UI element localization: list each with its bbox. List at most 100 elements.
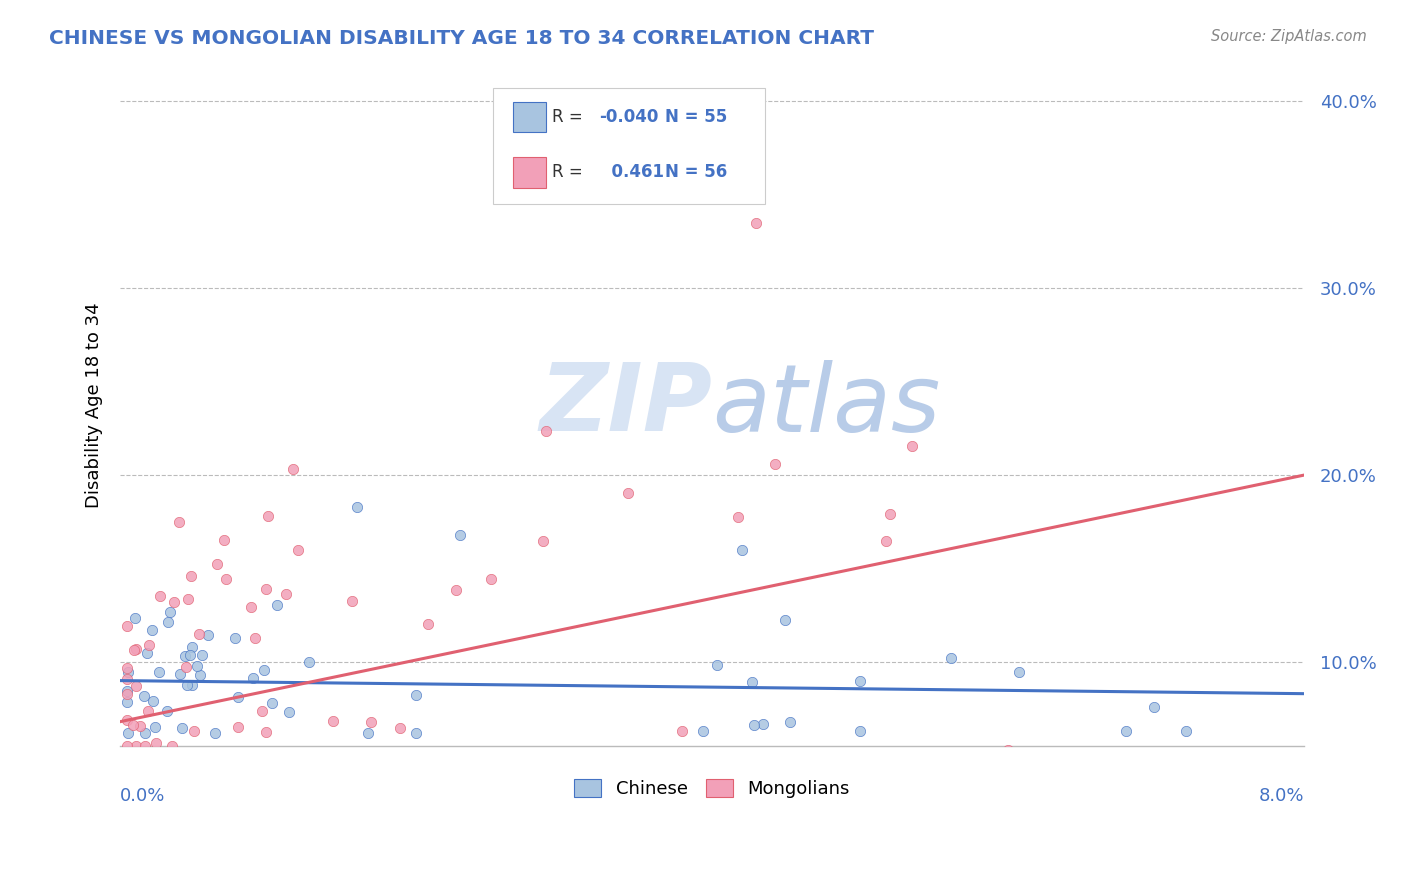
Legend: Chinese, Mongolians: Chinese, Mongolians <box>567 772 858 805</box>
Point <box>875 534 897 549</box>
Text: ZIP: ZIP <box>538 359 711 451</box>
Point <box>124 643 146 657</box>
Text: CHINESE VS MONGOLIAN DISABILITY AGE 18 TO 34 CORRELATION CHART: CHINESE VS MONGOLIAN DISABILITY AGE 18 T… <box>49 29 875 47</box>
Text: Source: ZipAtlas.com: Source: ZipAtlas.com <box>1211 29 1367 44</box>
Point <box>242 671 264 685</box>
Point <box>616 486 638 500</box>
Point <box>405 688 427 702</box>
Point <box>132 689 155 703</box>
Y-axis label: Disability Age 18 to 34: Disability Age 18 to 34 <box>86 302 103 508</box>
Point <box>169 666 191 681</box>
Point <box>181 640 204 655</box>
Point <box>1008 665 1031 679</box>
Point <box>117 665 139 679</box>
Point <box>117 726 139 740</box>
Point <box>277 705 299 719</box>
FancyBboxPatch shape <box>513 102 547 132</box>
Point <box>245 631 267 645</box>
Point <box>226 690 249 704</box>
Point <box>779 714 801 729</box>
Point <box>360 715 382 730</box>
Point <box>346 500 368 514</box>
Point <box>128 719 150 733</box>
Point <box>536 424 558 438</box>
Point <box>172 721 194 735</box>
Point <box>357 726 380 740</box>
Point <box>742 718 765 732</box>
Point <box>197 628 219 642</box>
Point <box>287 542 309 557</box>
Point <box>706 658 728 673</box>
Point <box>149 589 172 603</box>
Point <box>849 673 872 688</box>
Point <box>224 631 246 645</box>
Point <box>745 216 768 230</box>
Point <box>322 714 344 728</box>
Point <box>143 720 166 734</box>
Point <box>117 619 139 633</box>
Point <box>174 648 197 663</box>
Point <box>266 598 288 612</box>
Point <box>240 600 263 615</box>
FancyBboxPatch shape <box>513 158 547 188</box>
Text: -0.040: -0.040 <box>599 108 659 126</box>
Point <box>188 667 211 681</box>
Point <box>1174 724 1197 739</box>
Point <box>849 724 872 739</box>
Point <box>117 687 139 701</box>
Point <box>117 695 139 709</box>
Point <box>191 648 214 662</box>
Point <box>176 591 198 606</box>
Point <box>125 739 148 753</box>
Point <box>204 726 226 740</box>
Point <box>997 742 1019 756</box>
Point <box>1115 724 1137 739</box>
Point <box>405 726 427 740</box>
Point <box>117 673 139 687</box>
Point <box>138 638 160 652</box>
Text: N = 56: N = 56 <box>665 163 727 181</box>
Point <box>941 650 963 665</box>
Point <box>176 678 198 692</box>
Point <box>134 739 156 753</box>
Point <box>340 594 363 608</box>
Point <box>121 718 143 732</box>
Point <box>256 582 278 596</box>
Point <box>449 528 471 542</box>
Point <box>256 725 278 739</box>
Point <box>773 613 796 627</box>
FancyBboxPatch shape <box>494 88 765 204</box>
Point <box>148 665 170 680</box>
Text: R =: R = <box>553 108 588 126</box>
Point <box>297 655 319 669</box>
Point <box>444 582 467 597</box>
Point <box>125 642 148 657</box>
Point <box>160 739 183 753</box>
Point <box>117 660 139 674</box>
Point <box>389 721 412 735</box>
Point <box>186 659 208 673</box>
Text: 8.0%: 8.0% <box>1258 787 1305 805</box>
Point <box>479 572 502 586</box>
Point <box>117 713 139 727</box>
Point <box>180 678 202 692</box>
Point <box>531 534 554 549</box>
Point <box>180 569 202 583</box>
Point <box>205 558 228 572</box>
Point <box>1143 699 1166 714</box>
Point <box>416 617 439 632</box>
Point <box>138 705 160 719</box>
Point <box>879 507 901 521</box>
Point <box>671 724 693 739</box>
Point <box>142 694 165 708</box>
Point <box>174 659 197 673</box>
Point <box>260 696 283 710</box>
Point <box>183 724 205 739</box>
Point <box>763 457 786 471</box>
Point <box>692 724 714 739</box>
Point <box>250 705 273 719</box>
Point <box>117 684 139 698</box>
Point <box>124 610 146 624</box>
Point <box>741 675 763 690</box>
Text: 0.461: 0.461 <box>599 163 664 181</box>
